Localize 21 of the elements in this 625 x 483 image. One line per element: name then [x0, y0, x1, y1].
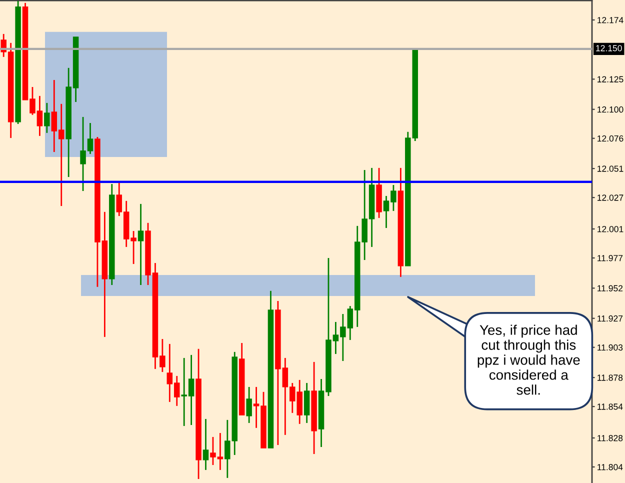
y-tick-label: 11.828	[598, 435, 623, 442]
y-tick-label: 11.878	[598, 374, 623, 381]
y-tick-label: 12.174	[598, 17, 624, 24]
candlestick	[202, 418, 209, 471]
y-tick-label: 12.001	[598, 226, 624, 232]
annotation: Yes, if price had cut through this ppz i would have considered a sell.	[478, 324, 580, 395]
candlestick	[44, 102, 50, 134]
y-tick-label: 12.125	[598, 76, 624, 82]
y-tick-label: 11.927	[598, 315, 623, 322]
y-tick-label: 12.051	[598, 166, 624, 172]
y-tick-label: 11.854	[598, 404, 623, 410]
y-tick-label: 12.076	[598, 135, 624, 142]
y-tick-label: 11.903	[598, 344, 623, 351]
candlestick	[246, 386, 252, 424]
y-tick-label: 12.027	[598, 194, 624, 201]
y-tick-label: 11.952	[598, 285, 623, 292]
y-tick-label: 12.100	[598, 106, 624, 113]
y-tick-label: 11.804	[598, 464, 623, 470]
y-tick-label: 11.977	[598, 255, 623, 262]
ref-line-label: 12.150	[596, 45, 622, 52]
candlestick	[138, 203, 144, 286]
